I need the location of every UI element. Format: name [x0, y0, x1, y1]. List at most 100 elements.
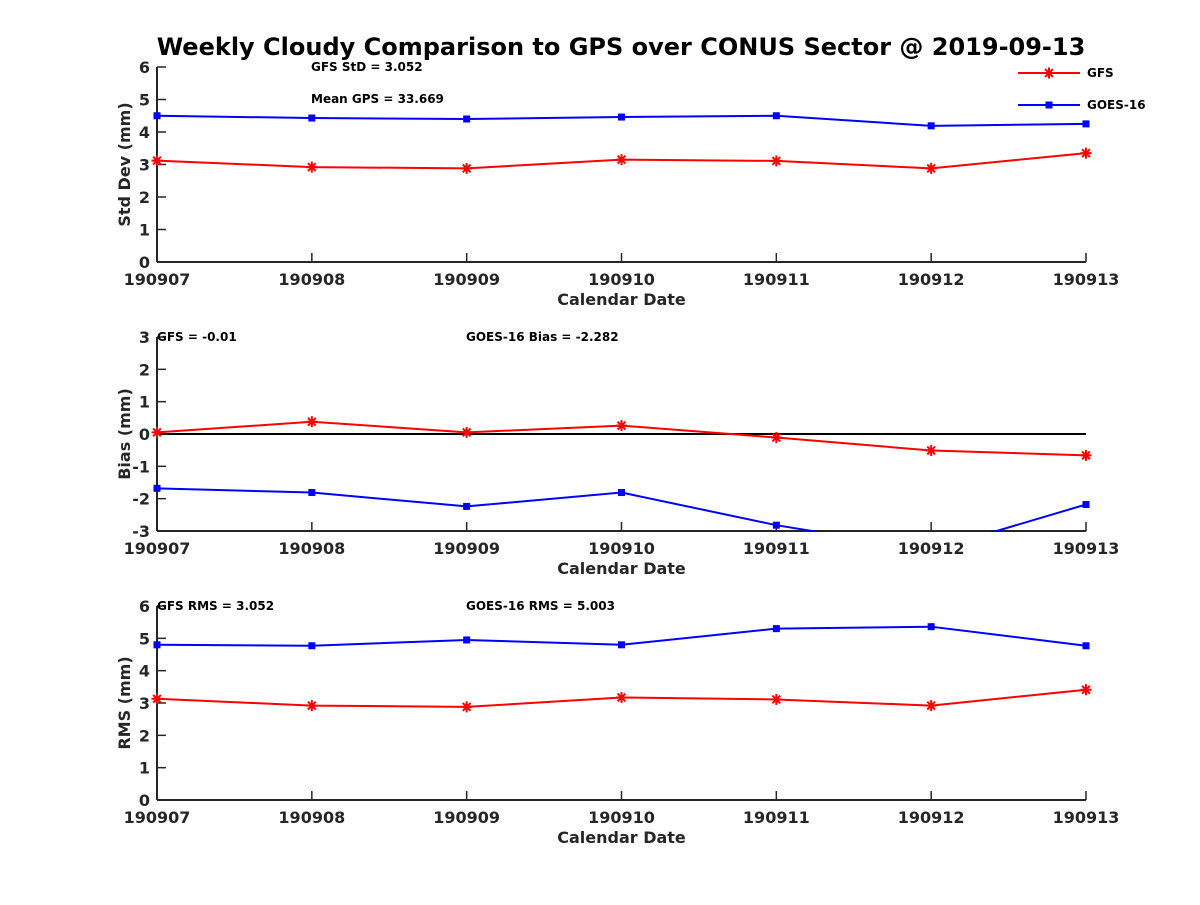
x-tick-label: 190910	[588, 808, 655, 827]
y-tick-label: 3	[139, 328, 150, 347]
x-tick-label: 190908	[278, 270, 345, 289]
x-tick-label: 190908	[278, 539, 345, 558]
data-point	[772, 521, 780, 529]
data-point	[1082, 500, 1090, 508]
panel-annotation: GFS RMS = 3.052	[157, 599, 274, 613]
data-point-stroke	[152, 427, 162, 437]
data-point	[618, 489, 625, 497]
data-point	[151, 693, 163, 705]
data-point	[151, 155, 163, 167]
series-goes-16	[153, 484, 1090, 532]
data-point-stroke	[307, 417, 317, 427]
y-tick-label: -1	[132, 457, 150, 476]
x-axis-label: Calendar Date	[557, 828, 686, 847]
panel-annotation: GFS StD = 3.052	[311, 60, 423, 74]
x-tick-label: 190913	[1053, 270, 1120, 289]
x-axis-label: Calendar Date	[557, 290, 686, 309]
y-tick-label: 6	[139, 597, 150, 616]
data-point	[153, 112, 161, 120]
data-point	[306, 416, 318, 428]
data-point	[1080, 684, 1092, 696]
y-tick-label: 4	[139, 123, 150, 142]
y-tick-label: 5	[139, 91, 150, 110]
data-point	[925, 162, 937, 174]
y-tick-label: 3	[139, 694, 150, 713]
series-gfs	[151, 147, 1092, 174]
data-point-stroke	[152, 694, 162, 704]
data-point	[308, 642, 316, 650]
data-point-stroke	[771, 432, 781, 443]
x-tick-label: 190911	[743, 808, 810, 827]
y-tick-label: 2	[139, 188, 150, 207]
data-point	[927, 623, 935, 631]
series-gfs	[151, 416, 1092, 461]
chart-title: Weekly Cloudy Comparison to GPS over CON…	[157, 33, 1086, 61]
data-point	[308, 489, 316, 497]
data-point-stroke	[771, 156, 781, 166]
y-tick-label: 1	[139, 759, 150, 778]
y-tick-label: 2	[139, 726, 150, 745]
series-gfs	[151, 684, 1092, 713]
x-axis-label: Calendar Date	[557, 559, 686, 578]
legend-label: GFS	[1087, 66, 1114, 80]
y-axis-label: RMS (mm)	[115, 656, 134, 749]
data-point	[1082, 120, 1090, 128]
data-point	[772, 625, 780, 633]
x-tick-label: 190911	[743, 270, 810, 289]
panel-annotation: Mean GPS = 33.669	[311, 92, 444, 106]
series-goes-16	[153, 623, 1090, 650]
x-tick-label: 190912	[898, 270, 965, 289]
y-axis-label: Bias (mm)	[115, 388, 134, 480]
data-point-stroke	[307, 162, 317, 172]
data-point	[770, 155, 782, 167]
data-point	[306, 161, 318, 173]
data-point-stroke	[1081, 685, 1091, 695]
y-tick-label: 3	[139, 156, 150, 175]
data-point	[1080, 449, 1092, 461]
y-tick-label: 5	[139, 629, 150, 648]
data-point-stroke	[1081, 148, 1091, 158]
data-point	[463, 115, 471, 123]
data-point-stroke	[771, 694, 781, 705]
data-point	[925, 444, 937, 456]
data-point-stroke	[462, 427, 472, 437]
data-point	[925, 700, 937, 712]
data-point	[772, 112, 780, 120]
y-tick-label: 0	[139, 791, 150, 810]
x-tick-label: 190913	[1053, 539, 1120, 558]
data-point-stroke	[926, 445, 936, 456]
data-point	[153, 641, 161, 649]
legend-marker-stroke	[1044, 68, 1054, 78]
y-tick-label: 6	[139, 58, 150, 77]
data-point-stroke	[926, 700, 936, 711]
data-point	[151, 426, 163, 438]
x-tick-label: 190912	[898, 808, 965, 827]
y-tick-label: 0	[139, 425, 150, 444]
data-point	[461, 162, 473, 174]
y-tick-label: 1	[139, 393, 150, 412]
data-point	[618, 113, 625, 121]
x-tick-label: 190907	[124, 808, 191, 827]
x-tick-label: 190909	[433, 539, 500, 558]
y-tick-label: 0	[139, 253, 150, 272]
x-tick-label: 190909	[433, 808, 500, 827]
data-point-stroke	[616, 420, 627, 431]
data-point-stroke	[307, 700, 317, 711]
panel-1: 0 1 2 3 4 5 6 190907 190908 190909 190910 190911 190…	[115, 58, 1119, 309]
data-point-stroke	[926, 163, 936, 174]
series-area	[151, 416, 1092, 532]
panels: 0 1 2 3 4 5 6 190907 190908 190909 190910 190911 190…	[115, 58, 1119, 847]
y-tick-label: 2	[139, 360, 150, 379]
legend-marker	[1045, 101, 1053, 109]
data-point	[616, 692, 627, 704]
data-point	[1082, 642, 1090, 650]
data-point	[927, 122, 935, 130]
data-point	[461, 701, 473, 713]
legend-entry-gfs: GFS	[1018, 66, 1114, 80]
x-tick-label: 190912	[898, 539, 965, 558]
y-tick-label: -2	[132, 490, 150, 509]
data-point	[153, 484, 161, 492]
data-point	[616, 154, 627, 166]
